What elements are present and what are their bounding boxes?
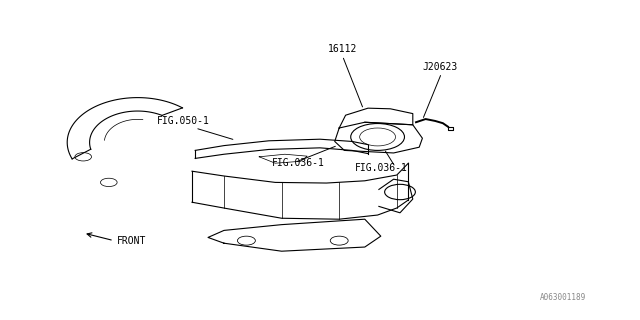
Text: J20623: J20623 (422, 62, 458, 72)
Text: 16112: 16112 (328, 44, 357, 54)
Text: A063001189: A063001189 (540, 293, 586, 302)
Text: FIG.036-1: FIG.036-1 (355, 163, 408, 173)
Text: FIG.036-1: FIG.036-1 (272, 158, 325, 168)
Text: FIG.050-1: FIG.050-1 (157, 116, 210, 126)
Text: FRONT: FRONT (117, 236, 147, 246)
